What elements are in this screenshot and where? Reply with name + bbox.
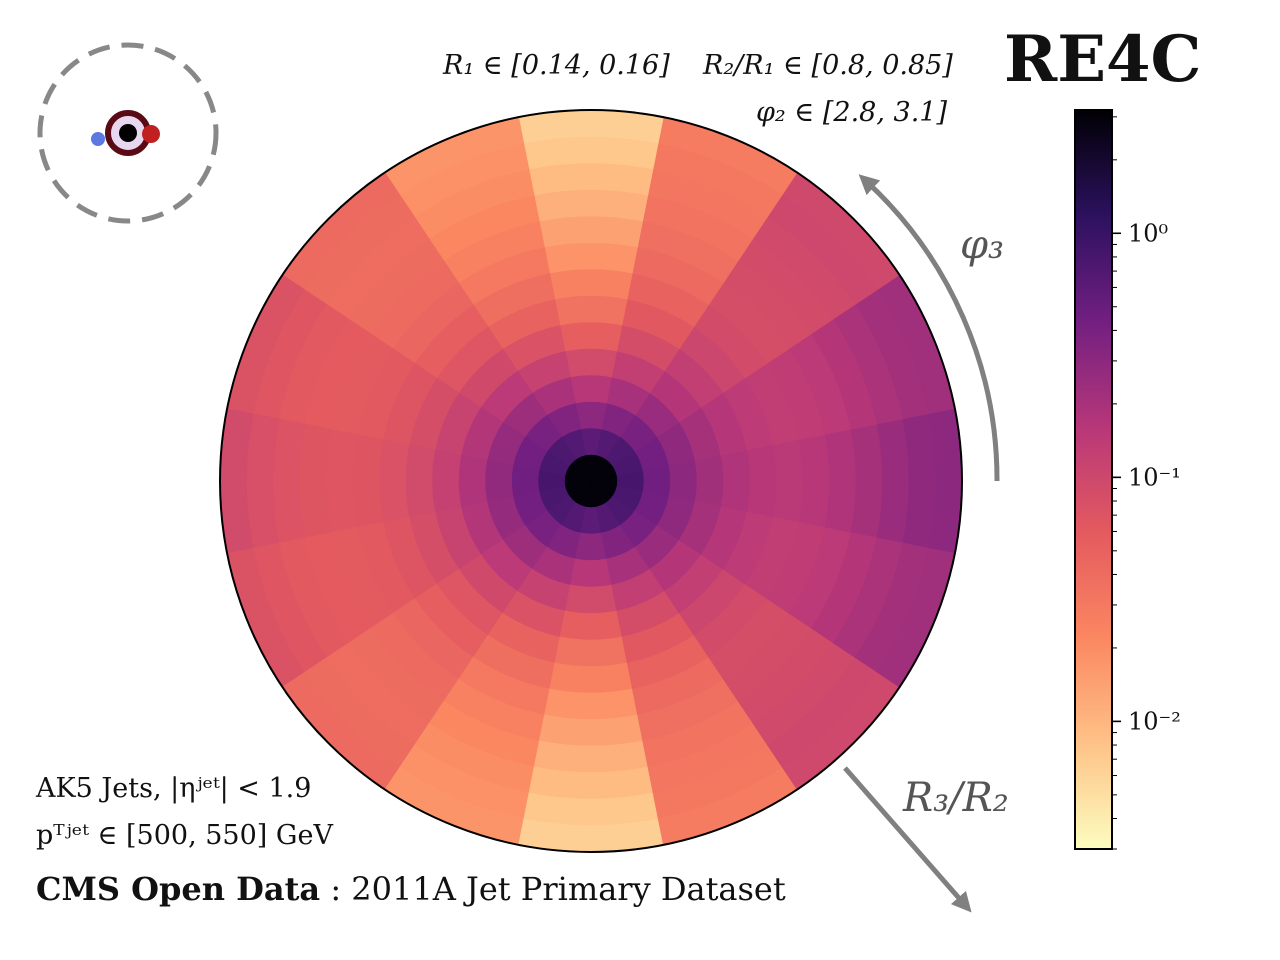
heatmap-cell (824, 428, 857, 534)
heatmap-cell (538, 215, 644, 248)
heatmap-cell (569, 558, 613, 588)
heatmap-cell (544, 688, 638, 720)
red-dot (142, 125, 160, 143)
heatmap-cell (538, 714, 644, 747)
heatmap-cell (544, 242, 638, 274)
selection-cut-eta: AK5 Jets, |ηʲᵉᵗ| < 1.9 (36, 773, 312, 804)
heatmap-cell (378, 439, 410, 523)
dashed-circle (37, 42, 219, 224)
phi-arrow (858, 174, 1000, 482)
radial-arrow (843, 766, 972, 913)
phi-axis-label: φ₃ (960, 222, 1005, 268)
colorbar-tick-label: 10⁻¹ (1128, 463, 1181, 491)
center-dot (119, 124, 137, 142)
heatmap-cell (554, 636, 628, 667)
heatmap-cell (569, 374, 613, 404)
heatmap-cell (554, 295, 628, 326)
heatmap-cell (458, 454, 488, 508)
heatmap-cell (549, 268, 633, 300)
chart-title: RE4C (1004, 22, 1202, 97)
heatmap-cell (559, 610, 623, 641)
heatmap-cell (484, 459, 514, 503)
heatmap-cell (405, 444, 436, 518)
heatmap-cell (668, 459, 698, 503)
selection-cut-pt: pᵀʲᵉᵗ ∈ [500, 550] GeV (36, 820, 333, 851)
blue-dot (91, 132, 105, 146)
heatmap-cell (549, 662, 633, 694)
polar-heatmap (219, 109, 963, 853)
range-phi2: φ₂ ∈ [2.8, 3.1] (756, 97, 947, 128)
heatmap-cell (564, 584, 618, 614)
dataset-label: CMS Open Data : 2011A Jet Primary Datase… (36, 870, 786, 908)
dataset-bold: CMS Open Data (36, 870, 321, 908)
heatmap-cell (564, 348, 618, 378)
heatmap-cell (772, 439, 804, 523)
heatmap-cell (559, 321, 623, 352)
heatmap-cell (352, 434, 384, 528)
range-r1: R₁ ∈ [0.14, 0.16] (443, 50, 670, 81)
colorbar-ticks: 10⁰ 10⁻¹ 10⁻² (1112, 116, 1181, 850)
heatmap-cell (746, 444, 777, 518)
dataset-rest: : 2011A Jet Primary Dataset (330, 870, 786, 908)
range-r2: R₂/R₁ ∈ [0.8, 0.85] (703, 50, 953, 81)
heatmap-cell (694, 454, 724, 508)
heatmap-cell (798, 434, 830, 528)
heatmap-cell (431, 449, 462, 513)
radial-axis-label: R₃/R₂ (903, 775, 1009, 821)
colorbar (1074, 109, 1113, 850)
colorbar-tick-label: 10⁻² (1128, 707, 1181, 735)
heatmap-cell (720, 449, 751, 513)
colorbar-tick-label: 10⁰ (1128, 219, 1168, 247)
polar-boundary (219, 109, 963, 853)
legend-inset (37, 42, 219, 224)
heatmap-cell (325, 428, 358, 534)
